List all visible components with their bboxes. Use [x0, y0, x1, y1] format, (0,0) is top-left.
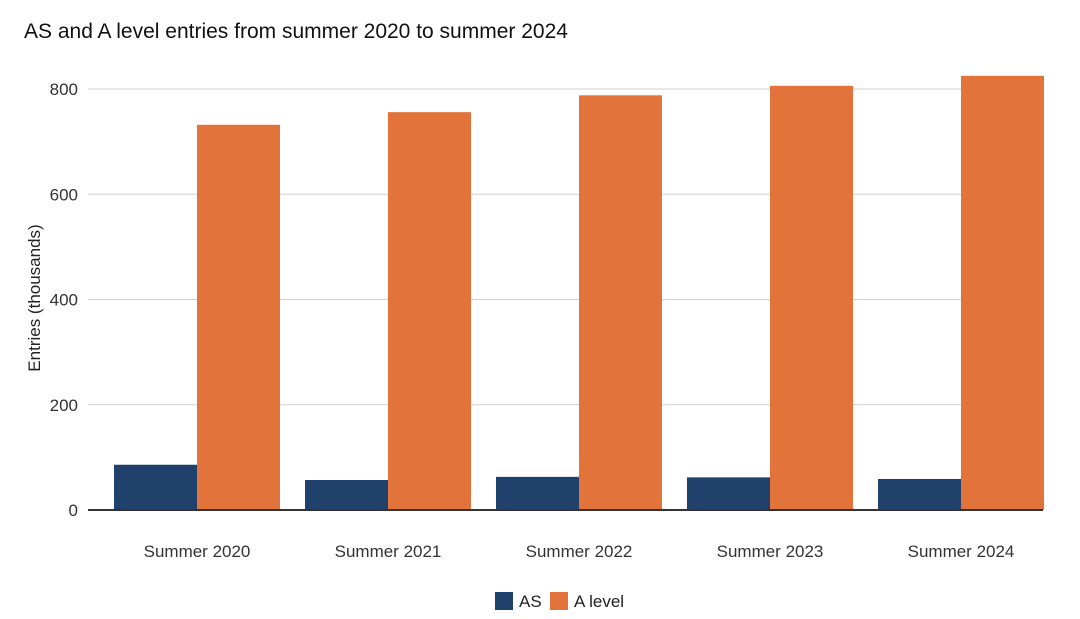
bar-as-summer-2022 [496, 476, 579, 510]
x-tick-label: Summer 2020 [144, 542, 251, 561]
bar-a-level-summer-2020 [197, 124, 280, 510]
y-tick-label: 0 [69, 501, 78, 520]
legend[interactable]: AS A level [495, 592, 624, 611]
bar-a-level-summer-2022 [579, 95, 662, 510]
bars [114, 75, 1044, 510]
bar-a-level-summer-2023 [770, 85, 853, 510]
y-tick-label: 800 [50, 80, 78, 99]
bar-as-summer-2021 [305, 480, 388, 510]
legend-item-a-level[interactable]: A level [550, 592, 624, 611]
bar-a-level-summer-2021 [388, 112, 471, 510]
bar-as-summer-2020 [114, 464, 197, 510]
x-tick-label: Summer 2024 [908, 542, 1015, 561]
x-tick-label: Summer 2021 [335, 542, 442, 561]
bar-as-summer-2024 [878, 478, 961, 510]
bar-as-summer-2023 [687, 477, 770, 510]
x-tick-label: Summer 2023 [717, 542, 824, 561]
y-axis-title: Entries (thousands) [25, 224, 44, 371]
x-axis-ticks: Summer 2020 Summer 2021 Summer 2022 Summer … [144, 542, 1015, 561]
legend-item-as[interactable]: AS [495, 592, 542, 611]
bar-a-level-summer-2024 [961, 75, 1044, 510]
x-tick-label: Summer 2022 [526, 542, 633, 561]
chart-subtitle: AS and A level entries from summer 2020 … [24, 20, 568, 43]
y-tick-label: 400 [50, 291, 78, 310]
y-tick-label: 600 [50, 185, 78, 204]
legend-label: A level [574, 592, 624, 611]
y-axis-ticks: 0 200 400 600 800 [50, 80, 78, 520]
y-tick-label: 200 [50, 396, 78, 415]
legend-swatch [495, 592, 513, 610]
legend-swatch [550, 592, 568, 610]
legend-label: AS [519, 592, 542, 611]
